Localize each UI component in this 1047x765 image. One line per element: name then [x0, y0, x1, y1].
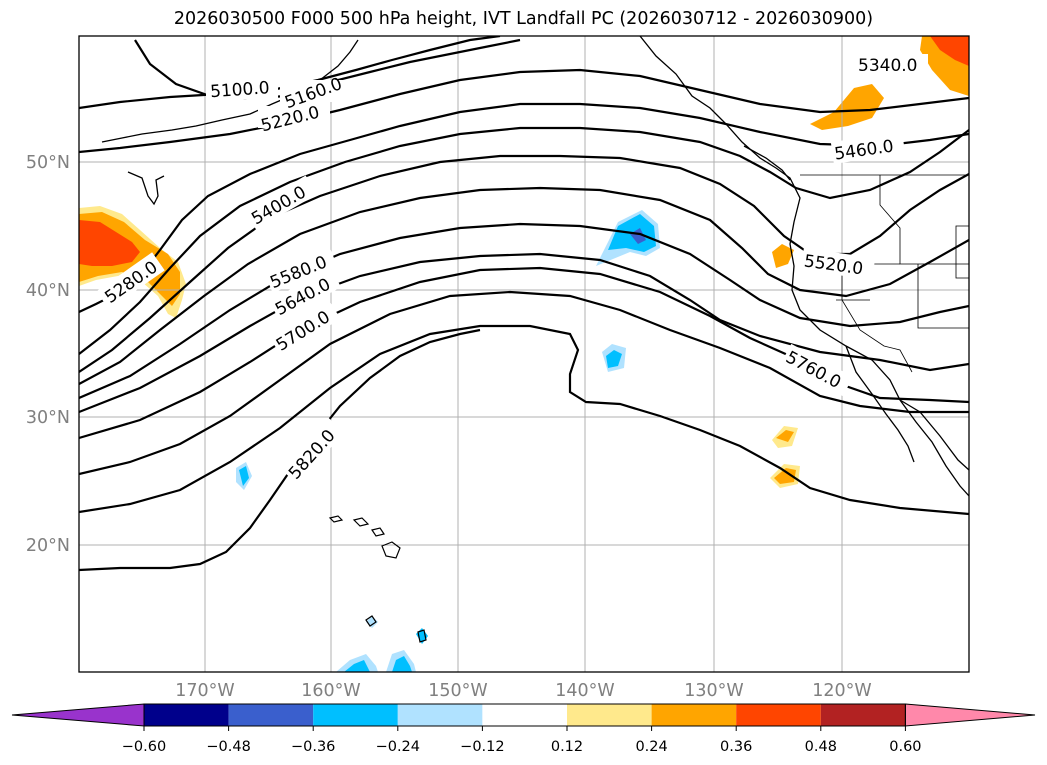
- colorbar-label-8: 0.36: [720, 739, 752, 755]
- colorbar-bin-1: [144, 704, 229, 726]
- height-contours: [79, 36, 969, 572]
- colorbar-bin-9: [820, 704, 906, 726]
- contour-label-gaps: [96, 54, 928, 485]
- lat-label-50n: 50°N: [26, 153, 70, 173]
- colorbar-label-7: 0.24: [635, 739, 667, 755]
- vancouver-island: [743, 145, 791, 181]
- map-title: 2026030500 F000 500 hPa height, IVT Land…: [173, 9, 874, 29]
- longitude-labels: 170°W 160°W 150°W 140°W 130°W 120°W: [175, 681, 871, 701]
- latitude-labels: 50°N 40°N 30°N 20°N: [26, 153, 70, 556]
- kamchatka-tip: [127, 171, 165, 206]
- lon-label-150w: 150°W: [428, 681, 487, 701]
- contour-5520: [79, 222, 969, 400]
- lon-label-170w: 170°W: [175, 681, 234, 701]
- plot-frame: [78, 35, 970, 673]
- colorbar-bin-2: [228, 704, 314, 726]
- colorbar-extend-min: [11, 703, 145, 727]
- colorbar-label-6: 0.12: [551, 739, 583, 755]
- colorbar-label-3: −0.36: [291, 739, 335, 755]
- colorbar-extend-max: [904, 703, 1036, 727]
- alaska-coast: [101, 39, 359, 143]
- gulf-california: [899, 399, 969, 471]
- contour-5580: [79, 252, 969, 414]
- baja-peninsula: [845, 345, 915, 463]
- anomaly-british-columbia: [810, 84, 884, 130]
- ivt-negative-anomalies: [236, 210, 660, 672]
- lon-label-130w: 130°W: [684, 681, 743, 701]
- colorbar-bin-6: [567, 704, 652, 726]
- colorbar-label-5: −0.12: [460, 739, 504, 755]
- contour-5460: [79, 186, 969, 385]
- colorbar-bin-4: [397, 704, 483, 726]
- hawaii-big-island: [381, 541, 401, 559]
- colorbar-frame: [143, 703, 906, 727]
- contour-5340: [79, 126, 969, 355]
- islands: [328, 515, 427, 643]
- colorbar-label-9: 0.48: [805, 739, 837, 755]
- lon-label-140w: 140°W: [555, 681, 614, 701]
- colorbar-bin-5: [482, 704, 567, 726]
- colorbar-bin-3: [313, 704, 398, 726]
- anomaly-california-coast: [772, 244, 794, 268]
- colorbar: −0.60 −0.48 −0.36 −0.24 −0.12 0.12 0.24 …: [11, 703, 1036, 755]
- contour-label-5100: 5100.0: [210, 78, 271, 102]
- colorbar-label-4: −0.24: [376, 739, 420, 755]
- contour-5760: [79, 324, 969, 516]
- colorbar-label-1: −0.60: [122, 739, 166, 755]
- colorbar-label-10: 0.60: [889, 739, 921, 755]
- lat-label-20n: 20°N: [26, 536, 70, 556]
- lon-label-160w: 160°W: [301, 681, 360, 701]
- contour-5700: [79, 290, 969, 476]
- coastlines: [101, 36, 969, 497]
- lat-label-40n: 40°N: [26, 281, 70, 301]
- colorbar-bin-7: [651, 704, 737, 726]
- lon-label-120w: 120°W: [812, 681, 871, 701]
- plot-area: 5100.0 5160.0 5220.0 5280.0 5340.0 5400.…: [79, 36, 969, 672]
- lat-label-30n: 30°N: [26, 408, 70, 428]
- colorbar-ticks: [143, 726, 906, 731]
- contour-5220: [79, 68, 969, 154]
- contour-5400: [79, 154, 969, 373]
- north-america-coast: [639, 36, 969, 497]
- colorbar-bin-8: [736, 704, 821, 726]
- colorbar-tick-labels: −0.60 −0.48 −0.36 −0.24 −0.12 0.12 0.24 …: [122, 739, 922, 755]
- colorbar-label-2: −0.48: [206, 739, 250, 755]
- contour-label-5340: 5340.0: [858, 56, 917, 76]
